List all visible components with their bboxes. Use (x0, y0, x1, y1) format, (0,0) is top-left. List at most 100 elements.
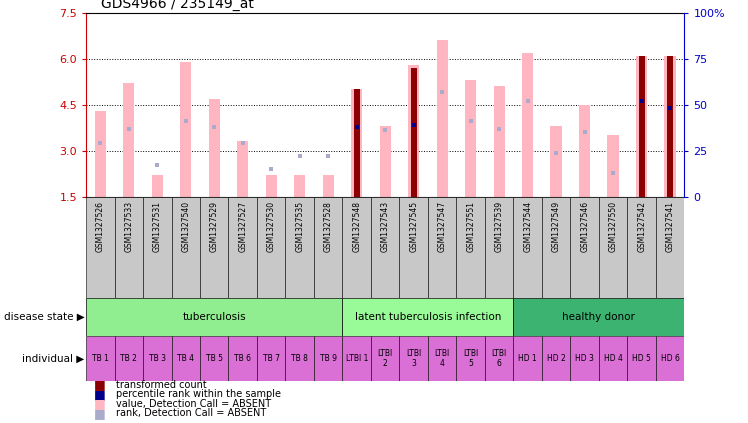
Text: latent tuberculosis infection: latent tuberculosis infection (355, 312, 501, 322)
Text: tuberculosis: tuberculosis (183, 312, 246, 322)
Text: disease state ▶: disease state ▶ (4, 312, 85, 322)
Text: GSM1327543: GSM1327543 (381, 201, 390, 252)
Text: LTBI 1: LTBI 1 (346, 354, 368, 363)
Bar (114, 197, 143, 298)
Text: TB 7: TB 7 (263, 354, 280, 363)
Bar (286, 336, 314, 381)
Bar (542, 336, 571, 381)
Text: GSM1327526: GSM1327526 (96, 201, 105, 252)
Bar (257, 197, 286, 298)
Text: LTBI
4: LTBI 4 (435, 349, 450, 368)
Text: GSM1327530: GSM1327530 (267, 201, 276, 252)
Text: HD 1: HD 1 (518, 354, 537, 363)
Bar (379, 126, 391, 197)
Text: individual ▶: individual ▶ (22, 354, 85, 363)
Text: GSM1327540: GSM1327540 (181, 201, 190, 252)
Bar (266, 175, 277, 197)
Bar (314, 197, 343, 298)
Bar (180, 62, 191, 197)
Text: GSM1327550: GSM1327550 (609, 201, 618, 252)
Text: HD 4: HD 4 (604, 354, 622, 363)
Text: GSM1327551: GSM1327551 (466, 201, 475, 252)
Bar (200, 197, 228, 298)
Bar (257, 336, 286, 381)
Bar (656, 197, 684, 298)
Text: ■: ■ (94, 388, 105, 401)
Bar (237, 142, 248, 197)
Bar (628, 336, 656, 381)
Bar (228, 197, 257, 298)
Bar (86, 197, 114, 298)
Text: GSM1327535: GSM1327535 (295, 201, 304, 252)
Bar (428, 336, 456, 381)
Bar (428, 197, 456, 298)
Bar (209, 99, 220, 197)
Bar (343, 298, 513, 336)
Bar (607, 135, 619, 197)
Bar (639, 56, 645, 197)
Text: LTBI
5: LTBI 5 (463, 349, 478, 368)
Text: HD 6: HD 6 (660, 354, 680, 363)
Text: HD 2: HD 2 (547, 354, 565, 363)
Bar (571, 197, 599, 298)
Bar (513, 336, 542, 381)
Bar (542, 197, 571, 298)
Bar (656, 336, 684, 381)
Text: LTBI
6: LTBI 6 (491, 349, 507, 368)
Text: TB 5: TB 5 (206, 354, 223, 363)
Bar (123, 83, 135, 197)
Bar (86, 298, 343, 336)
Bar (411, 68, 417, 197)
Text: TB 6: TB 6 (234, 354, 251, 363)
Bar (171, 336, 200, 381)
Text: GSM1327529: GSM1327529 (209, 201, 218, 252)
Bar (343, 336, 371, 381)
Text: percentile rank within the sample: percentile rank within the sample (116, 389, 281, 399)
Bar (664, 56, 676, 197)
Bar (322, 175, 334, 197)
Bar (399, 336, 428, 381)
Text: LTBI
2: LTBI 2 (378, 349, 393, 368)
Bar (494, 86, 505, 197)
Bar (228, 336, 257, 381)
Bar (343, 197, 371, 298)
Bar (599, 197, 628, 298)
Text: TB 2: TB 2 (120, 354, 137, 363)
Text: GSM1327542: GSM1327542 (637, 201, 646, 252)
Bar (485, 336, 513, 381)
Text: GSM1327548: GSM1327548 (352, 201, 361, 252)
Bar (371, 336, 399, 381)
Text: rank, Detection Call = ABSENT: rank, Detection Call = ABSENT (116, 408, 266, 418)
Text: healthy donor: healthy donor (562, 312, 635, 322)
Text: TB 8: TB 8 (291, 354, 308, 363)
Bar (143, 336, 171, 381)
Text: TB 3: TB 3 (149, 354, 166, 363)
Bar (485, 197, 513, 298)
Bar (465, 80, 476, 197)
Bar (171, 197, 200, 298)
Bar (513, 197, 542, 298)
Text: TB 9: TB 9 (319, 354, 337, 363)
Bar (371, 197, 399, 298)
Text: HD 3: HD 3 (575, 354, 594, 363)
Bar (286, 197, 314, 298)
Text: transformed count: transformed count (116, 380, 206, 390)
Bar (628, 197, 656, 298)
Text: HD 5: HD 5 (632, 354, 651, 363)
Text: GSM1327533: GSM1327533 (124, 201, 133, 252)
Text: GSM1327544: GSM1327544 (523, 201, 532, 252)
Text: ■: ■ (94, 379, 105, 391)
Bar (579, 105, 590, 197)
Bar (399, 197, 428, 298)
Text: TB 1: TB 1 (92, 354, 108, 363)
Bar (152, 175, 163, 197)
Text: TB 4: TB 4 (177, 354, 194, 363)
Bar (437, 40, 448, 197)
Bar (667, 56, 673, 197)
Bar (456, 197, 485, 298)
Text: GSM1327531: GSM1327531 (153, 201, 162, 252)
Text: GDS4966 / 235149_at: GDS4966 / 235149_at (101, 0, 254, 11)
Text: GSM1327527: GSM1327527 (239, 201, 248, 252)
Text: ■: ■ (94, 407, 105, 420)
Bar (551, 126, 562, 197)
